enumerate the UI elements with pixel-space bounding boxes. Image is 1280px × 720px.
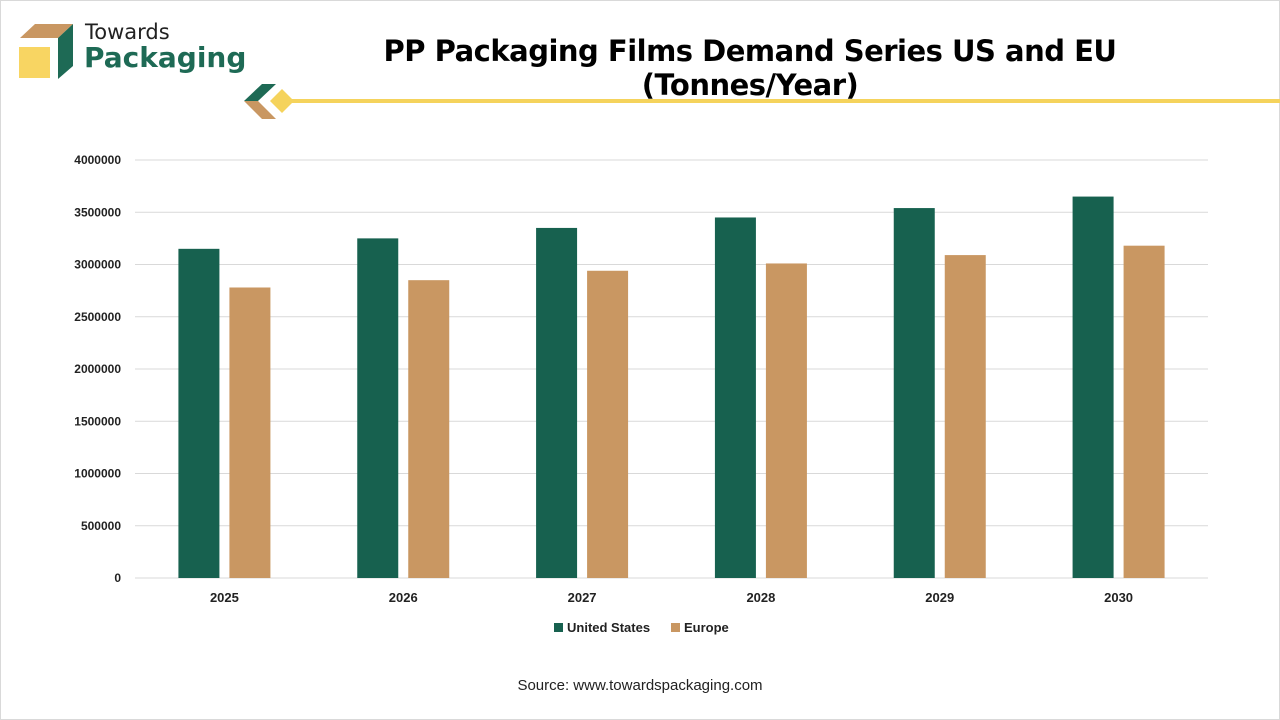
brand-name-line1: Towards [85,20,170,44]
x-tick-label: 2029 [925,590,954,605]
x-tick-label: 2026 [389,590,418,605]
bar-us-2029 [893,208,935,578]
x-tick-label: 2028 [746,590,775,605]
bar-europe-2026 [408,280,450,578]
bar-europe-2025 [229,287,271,578]
legend-swatch-us [554,623,563,632]
bar-europe-2030 [1123,245,1165,578]
y-tick-label: 3000000 [74,258,121,272]
brand-name-line2: Packaging [84,41,247,74]
logo-icon [19,24,73,79]
y-tick-label: 2500000 [74,310,121,324]
legend-label: United States [567,620,650,635]
bar-us-2027 [536,227,578,579]
bar-europe-2027 [587,270,629,578]
x-tick-label: 2027 [568,590,597,605]
bar-europe-2029 [944,255,986,578]
y-tick-label: 500000 [81,519,121,533]
x-tick-label: 2030 [1104,590,1133,605]
y-tick-label: 4000000 [74,153,121,167]
header-divider-icon [244,84,1280,119]
y-tick-label: 0 [114,571,121,585]
x-tick-label: 2025 [210,590,239,605]
y-tick-label: 2000000 [74,362,121,376]
bar-europe-2028 [765,263,807,578]
y-tick-label: 3500000 [74,205,121,219]
source-note: Source: www.towardspackaging.com [517,677,763,694]
legend-swatch-europe [671,623,680,632]
y-tick-label: 1500000 [74,414,121,428]
bar-us-2028 [714,217,756,578]
y-tick-label: 1000000 [74,467,121,481]
bar-us-2025 [178,248,220,578]
bar-us-2030 [1072,196,1114,578]
bar-us-2026 [357,238,399,578]
legend-label: Europe [684,620,729,635]
chart-title: PP Packaging Films Demand Series US and … [383,34,1117,102]
